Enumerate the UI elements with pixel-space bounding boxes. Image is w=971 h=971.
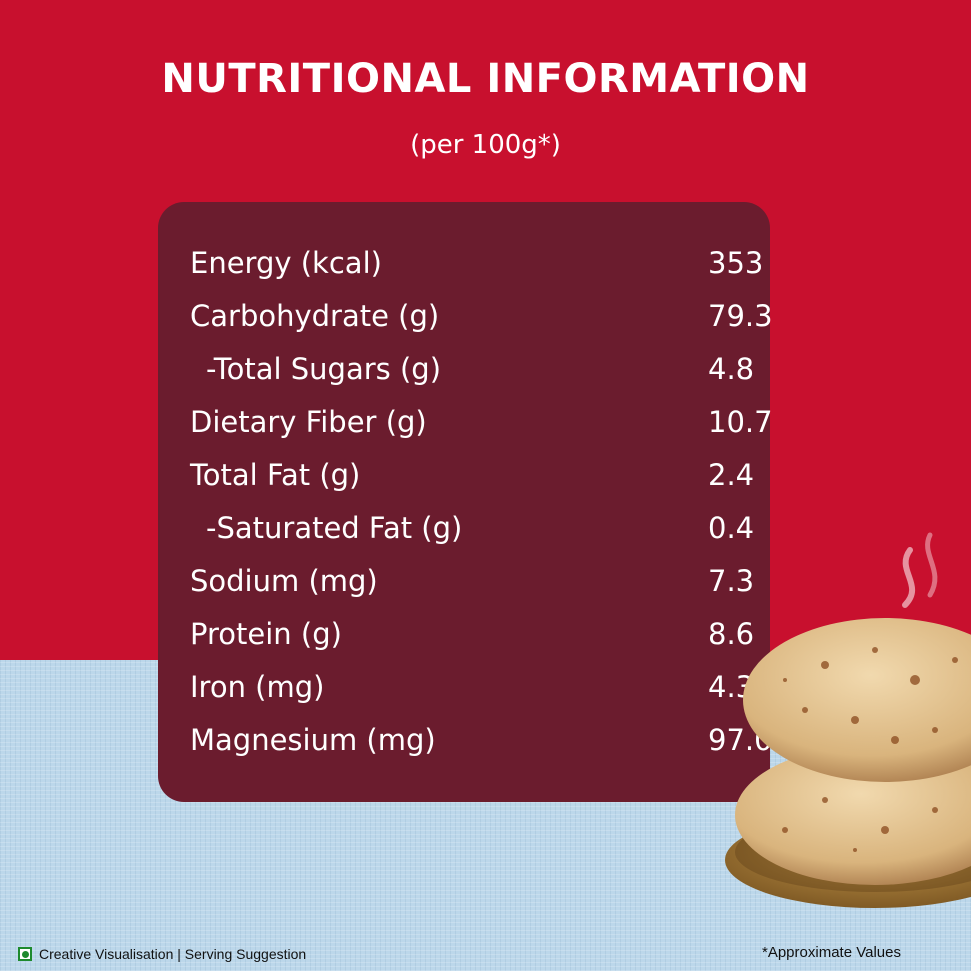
roti-stack-illustration (725, 532, 971, 908)
nutrition-row-iron: Iron (mg) 4.3 (190, 670, 754, 710)
nutrient-value: 353 (708, 246, 764, 280)
nutrient-value: 0.4 (708, 511, 755, 545)
nutrition-row-magnesium: Magnesium (mg) 97.0 (190, 723, 773, 763)
nutrition-row-energy: Energy (kcal) 353 (190, 246, 763, 286)
nutrient-label: Total Fat (g) (190, 458, 361, 492)
nutrient-label: Protein (g) (190, 617, 342, 651)
nutrition-row-carbohydrate: Carbohydrate (g) 79.3 (190, 299, 773, 339)
nutrient-value: 2.4 (708, 458, 755, 492)
page-title: NUTRITIONAL INFORMATION (161, 56, 810, 102)
nutrient-label: -Saturated Fat (g) (206, 511, 463, 545)
nutrient-value: 10.7 (708, 405, 773, 439)
footer-disclaimer: Creative Visualisation | Serving Suggest… (18, 944, 306, 964)
nutrition-row-total-fat: Total Fat (g) 2.4 (190, 458, 754, 498)
nutrient-label: Iron (mg) (190, 670, 325, 704)
nutrient-value: 4.8 (708, 352, 755, 386)
footer-approximate-note: *Approximate Values (762, 944, 901, 961)
nutrition-row-total-sugars: -Total Sugars (g) 4.8 (190, 352, 754, 392)
nutrient-label: Energy (kcal) (190, 246, 382, 280)
nutrient-label: Carbohydrate (g) (190, 299, 440, 333)
nutrition-row-protein: Protein (g) 8.6 (190, 617, 754, 657)
nutrient-value: 7.3 (708, 564, 755, 598)
veg-symbol-icon (18, 947, 32, 961)
page-subtitle: (per 100g*) (410, 130, 561, 160)
nutrient-label: -Total Sugars (g) (206, 352, 442, 386)
nutrition-row-dietary-fiber: Dietary Fiber (g) 10.7 (190, 405, 773, 445)
nutrition-row-saturated-fat: -Saturated Fat (g) 0.4 (190, 511, 754, 551)
nutrient-value: 79.3 (708, 299, 773, 333)
nutrition-row-sodium: Sodium (mg) 7.3 (190, 564, 754, 604)
footer-left-note: Creative Visualisation | Serving Suggest… (39, 946, 307, 962)
nutrition-panel: Energy (kcal) 353 Carbohydrate (g) 79.3 … (158, 202, 773, 802)
nutrient-label: Sodium (mg) (190, 564, 378, 598)
nutrient-value: 8.6 (708, 617, 755, 651)
nutrient-label: Dietary Fiber (g) (190, 405, 427, 439)
nutrient-label: Magnesium (mg) (190, 723, 436, 757)
